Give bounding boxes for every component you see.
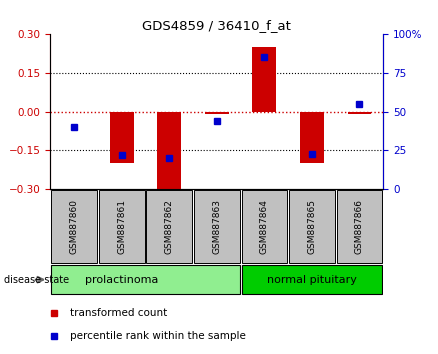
- Bar: [241, 190, 287, 263]
- Text: GSM887866: GSM887866: [355, 199, 364, 254]
- Bar: [241, 265, 382, 294]
- Text: prolactinoma: prolactinoma: [85, 275, 159, 285]
- Text: GSM887863: GSM887863: [212, 199, 221, 254]
- Bar: [157, 112, 181, 189]
- Bar: [252, 47, 276, 112]
- Text: GSM887865: GSM887865: [307, 199, 316, 254]
- Bar: [146, 190, 192, 263]
- Text: normal pituitary: normal pituitary: [267, 275, 357, 285]
- Bar: [99, 190, 145, 263]
- Bar: [110, 112, 134, 164]
- Bar: [300, 112, 324, 164]
- Text: transformed count: transformed count: [71, 308, 168, 318]
- Text: disease state: disease state: [4, 275, 70, 285]
- Text: GSM887860: GSM887860: [70, 199, 79, 254]
- Text: GSM887864: GSM887864: [260, 199, 269, 254]
- Text: percentile rank within the sample: percentile rank within the sample: [71, 331, 246, 341]
- Title: GDS4859 / 36410_f_at: GDS4859 / 36410_f_at: [142, 19, 291, 33]
- Bar: [337, 190, 382, 263]
- Bar: [205, 112, 229, 114]
- Bar: [51, 265, 240, 294]
- Bar: [348, 112, 371, 114]
- Text: GSM887861: GSM887861: [117, 199, 126, 254]
- Bar: [194, 190, 240, 263]
- Bar: [289, 190, 335, 263]
- Text: GSM887862: GSM887862: [165, 199, 174, 254]
- Bar: [51, 190, 97, 263]
